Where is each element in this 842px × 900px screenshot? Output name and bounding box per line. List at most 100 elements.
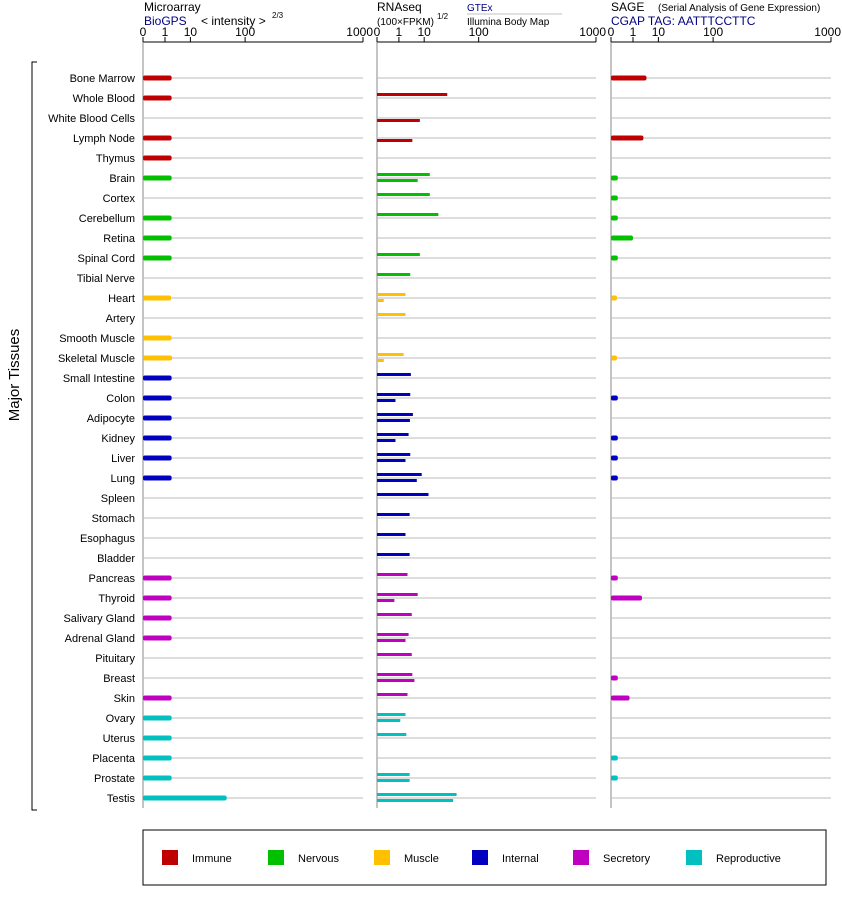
tissue-label: Smooth Muscle (59, 333, 135, 345)
legend-swatch (268, 850, 284, 865)
rnaseq-tick-label: 10 (418, 25, 432, 39)
legend-label: Muscle (404, 853, 439, 865)
bar-rnaseq-ibm (377, 359, 384, 362)
bar-rnaseq-gtex (377, 373, 411, 376)
tissue-label: Thymus (96, 153, 136, 165)
bar-sage (611, 295, 617, 301)
tissue-label: Heart (108, 293, 135, 305)
bar-microarray (143, 175, 172, 181)
bar-rnaseq-gtex (377, 713, 406, 716)
tissue-label: Cerebellum (79, 213, 135, 225)
axes-layer: 0 1 10 100 1000 0 1 10 100 1000 0 1 10 100 1000 (140, 25, 841, 808)
tissue-label: Lung (111, 473, 135, 485)
bar-sage (611, 455, 618, 461)
bar-microarray (143, 395, 172, 401)
tissue-bracket (31, 61, 37, 811)
bar-rnaseq-ibm (377, 479, 417, 482)
bar-sage (611, 175, 618, 181)
sage-tick-label: 1000 (814, 25, 841, 39)
bar-rnaseq-gtex (377, 293, 406, 296)
bar-microarray (143, 575, 172, 581)
tissue-label: Skeletal Muscle (58, 353, 135, 365)
bar-rnaseq-gtex (377, 773, 410, 776)
bar-sage (611, 675, 618, 681)
bar-rnaseq-gtex (377, 653, 412, 656)
rnaseq-scale-label: (100×FPKM) (377, 17, 434, 28)
bar-sage (611, 235, 633, 241)
biogps-link[interactable]: BioGPS (144, 14, 187, 28)
legend-label: Internal (502, 853, 539, 865)
bar-microarray (143, 635, 172, 641)
gtex-link[interactable]: GTEx (467, 3, 493, 14)
rnaseq-title: RNAseq (377, 0, 422, 14)
bar-rnaseq-gtex (377, 433, 409, 436)
sage-tick-label: 100 (703, 25, 723, 39)
bar-microarray (143, 795, 227, 801)
bar-microarray (143, 135, 172, 141)
bar-microarray (143, 235, 172, 241)
bar-microarray (143, 595, 172, 601)
y-axis-label: Major Tissues (6, 329, 23, 422)
bar-microarray (143, 455, 172, 461)
bar-rnaseq-ibm (377, 399, 396, 402)
bar-microarray (143, 475, 172, 481)
sage-subtitle: (Serial Analysis of Gene Expression) (658, 3, 820, 14)
bar-rnaseq-gtex (377, 733, 407, 736)
bar-microarray (143, 155, 172, 161)
bar-rnaseq-ibm (377, 119, 420, 122)
sage-tick-label: 0 (608, 25, 615, 39)
legend-swatch (573, 850, 589, 865)
illumina-body-map-link[interactable]: Illumina Body Map (467, 17, 550, 28)
bar-sage (611, 595, 643, 601)
bar-sage (611, 435, 618, 441)
tissue-label: Whole Blood (73, 93, 135, 105)
bar-rnaseq-gtex (377, 633, 409, 636)
microarray-title: Microarray (144, 0, 201, 14)
bar-microarray (143, 295, 172, 301)
tissue-label: Colon (106, 393, 135, 405)
bar-rnaseq-ibm (377, 419, 410, 422)
tissue-label: Pituitary (95, 653, 135, 665)
microarray-tick-label: 1000 (346, 25, 373, 39)
tissue-label: Spinal Cord (78, 253, 135, 265)
microarray-tick-label: 10 (184, 25, 198, 39)
microarray-tick-label: 1 (162, 25, 169, 39)
bar-microarray (143, 435, 172, 441)
tissue-label: Bladder (97, 553, 135, 565)
rnaseq-scale-exponent: 1/2 (437, 12, 449, 21)
rnaseq-tick-label: 1 (396, 25, 403, 39)
bar-rnaseq-ibm (377, 139, 413, 142)
cgap-tag-link[interactable]: CGAP TAG: AATTTCCTTC (611, 14, 756, 28)
bar-sage (611, 75, 647, 81)
bar-rnaseq-ibm (377, 719, 401, 722)
bar-rnaseq-gtex (377, 533, 406, 536)
bar-rnaseq-gtex (377, 493, 429, 496)
legend-swatch (686, 850, 702, 865)
bar-sage (611, 775, 618, 781)
bar-rnaseq-gtex (377, 213, 439, 216)
bar-rnaseq-gtex (377, 93, 448, 96)
bar-rnaseq-gtex (377, 453, 411, 456)
bar-rnaseq-gtex (377, 593, 418, 596)
bar-rnaseq-gtex (377, 613, 412, 616)
microarray-tick-label: 100 (235, 25, 255, 39)
tissue-label: Cortex (103, 193, 136, 205)
tissue-label: Adipocyte (87, 413, 135, 425)
bar-rnaseq-ibm (377, 679, 415, 682)
bar-rnaseq-gtex (377, 413, 413, 416)
bar-microarray (143, 255, 172, 261)
tissue-label: Kidney (101, 433, 135, 445)
rows-layer: Bone Marrow Whole Blood White Blood Cells L… (48, 73, 831, 805)
tissue-label: Bone Marrow (70, 73, 135, 85)
sage-tick-label: 10 (652, 25, 666, 39)
bar-rnaseq-ibm (377, 179, 418, 182)
legend-label: Immune (192, 853, 232, 865)
bar-rnaseq-ibm (377, 799, 454, 802)
tissue-label: Brain (109, 173, 135, 185)
bar-rnaseq-ibm (377, 639, 406, 642)
tissue-label: Salivary Gland (63, 613, 135, 625)
sage-title: SAGE (611, 0, 644, 14)
bar-sage (611, 215, 618, 221)
bar-rnaseq-gtex (377, 573, 408, 576)
